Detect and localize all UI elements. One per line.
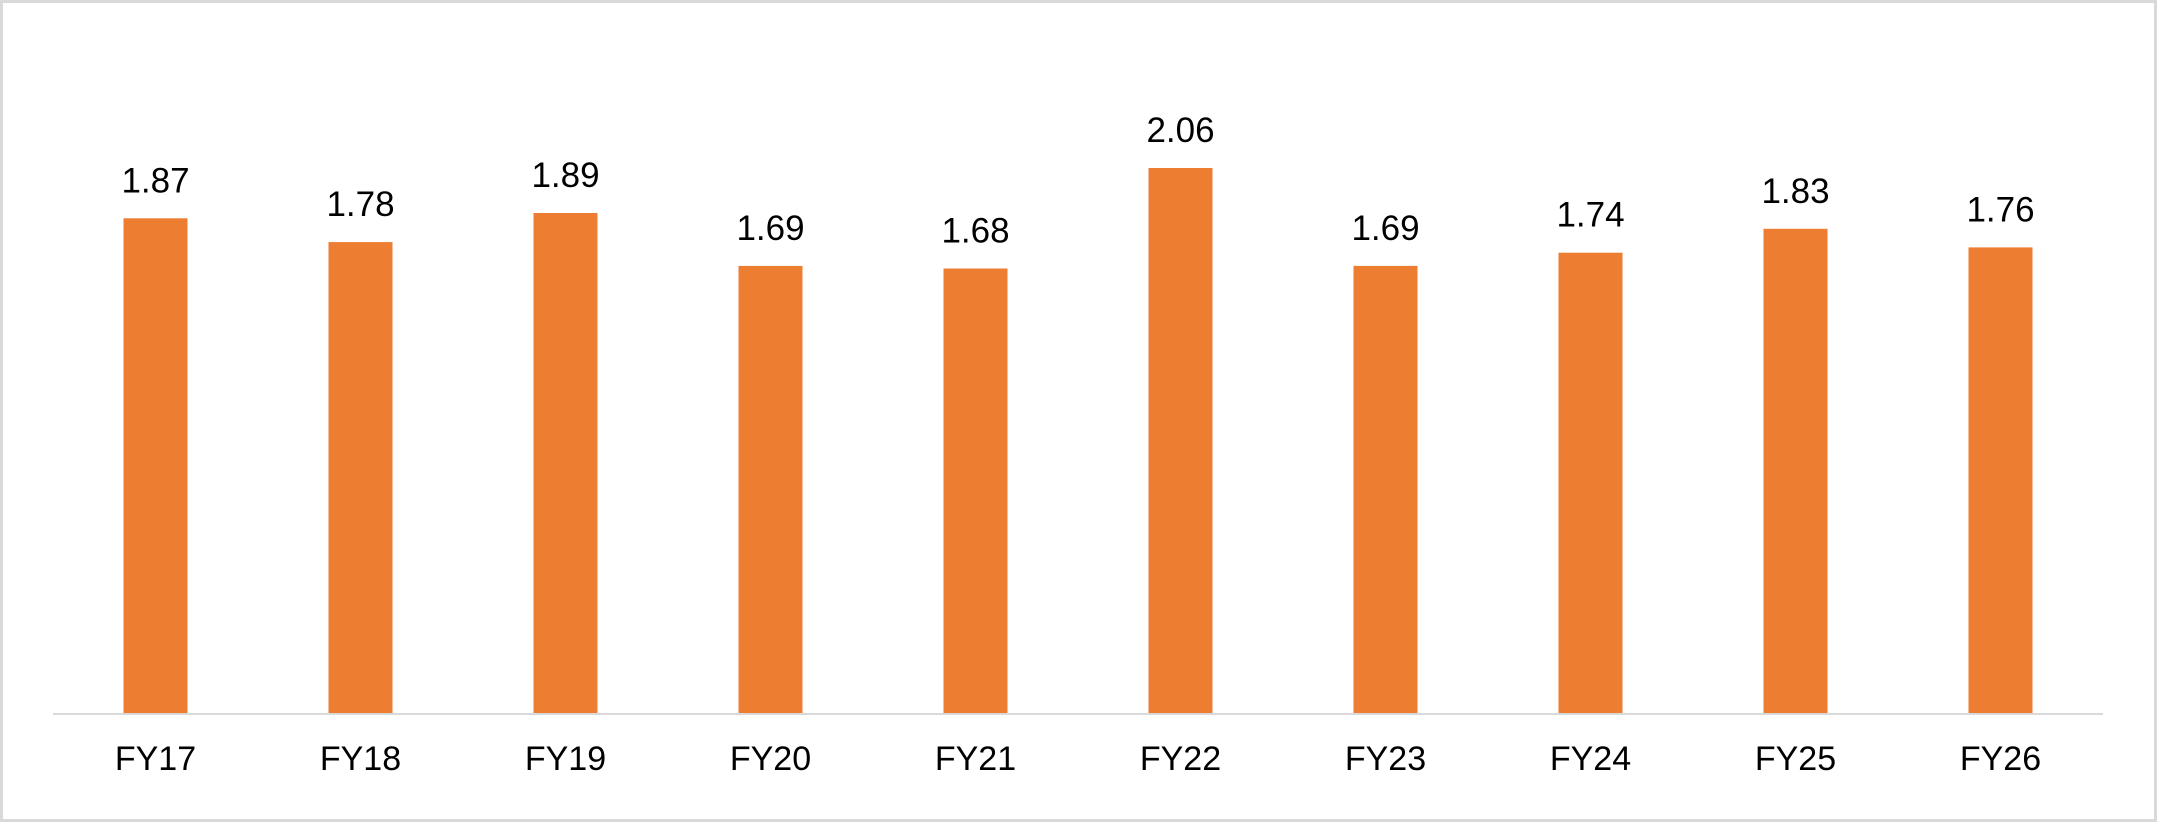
bar-fy26	[1968, 247, 2033, 713]
data-label-fy21: 1.68	[941, 212, 1009, 251]
bar-fy18	[328, 242, 393, 713]
x-tick-label-fy17: FY17	[115, 740, 196, 778]
data-label-fy24: 1.74	[1556, 196, 1624, 235]
bar-chart: 1.87 1.78 1.89 1.69 1.68 2.06 1.69 1.74 1.83 1.76…	[53, 111, 2103, 778]
bar-fy23	[1353, 265, 1418, 713]
bar-fy21	[943, 268, 1008, 713]
bar-fy25	[1763, 228, 1828, 714]
bar-fy24	[1558, 252, 1623, 713]
bar-fy17	[123, 218, 188, 714]
x-tick-label-fy24: FY24	[1550, 740, 1631, 778]
x-tick-label-fy20: FY20	[730, 740, 811, 778]
data-label-fy18: 1.78	[326, 185, 394, 224]
bar-fy22	[1148, 168, 1213, 713]
data-label-fy23: 1.69	[1351, 209, 1419, 248]
data-label-fy19: 1.89	[531, 156, 599, 195]
bar-fy19	[533, 213, 598, 713]
data-label-fy22: 2.06	[1146, 111, 1214, 150]
x-tick-label-fy21: FY21	[935, 740, 1016, 778]
data-labels-group: 1.87 1.78 1.89 1.69 1.68 2.06 1.69 1.74 1.83 1.76	[121, 111, 2034, 251]
bars-group	[123, 168, 2033, 714]
x-tick-labels-group: FY17 FY18 FY19 FY20 FY21 FY22 FY23 FY24 FY25 FY26	[115, 740, 2041, 778]
x-tick-label-fy26: FY26	[1960, 740, 2041, 778]
x-tick-label-fy25: FY25	[1755, 740, 1836, 778]
bar-fy20	[738, 265, 803, 713]
data-label-fy26: 1.76	[1966, 190, 2034, 229]
x-tick-label-fy19: FY19	[525, 740, 606, 778]
data-label-fy20: 1.69	[736, 209, 804, 248]
x-tick-label-fy22: FY22	[1140, 740, 1221, 778]
data-label-fy17: 1.87	[121, 161, 189, 200]
x-tick-label-fy23: FY23	[1345, 740, 1426, 778]
data-label-fy25: 1.83	[1761, 172, 1829, 211]
x-tick-label-fy18: FY18	[320, 740, 401, 778]
